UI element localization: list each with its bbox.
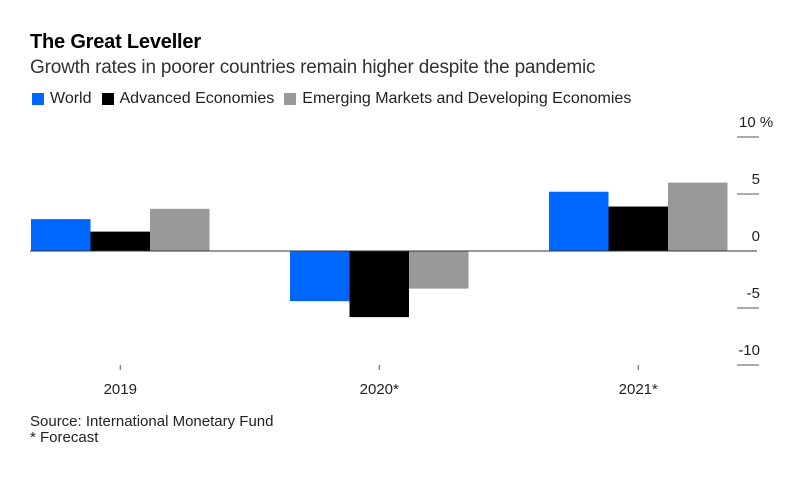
- y-tick-label: 10 %: [739, 114, 773, 131]
- legend-item-advanced: Advanced Economies: [101, 90, 275, 108]
- y-tick-label: 5: [752, 171, 760, 188]
- bar-advanced-economies-2020: [349, 251, 409, 318]
- forecast-note: * Forecast: [30, 429, 99, 446]
- legend-label-world: World: [50, 90, 92, 107]
- bar-advanced-economies-2019: [90, 231, 150, 251]
- bar-world-2021: [549, 191, 609, 251]
- bar-world-2020: [290, 251, 350, 302]
- source-note: Source: International Monetary Fund * Fo…: [30, 414, 273, 446]
- bar-advanced-economies-2021: [608, 206, 668, 251]
- bar-world-2019: [31, 219, 91, 251]
- legend-swatch-emerging: [284, 93, 297, 105]
- y-tick-label: -5: [747, 285, 760, 302]
- legend-item-world: World: [32, 90, 92, 108]
- source-text: Source: International Monetary Fund: [30, 413, 274, 430]
- bar-emerging-markets-and-developing-economies-2020: [409, 251, 469, 289]
- legend-swatch-advanced: [101, 93, 114, 105]
- legend-label-emerging: Emerging Markets and Developing Economie…: [302, 90, 632, 107]
- y-tick-label: -10: [738, 342, 760, 359]
- legend-swatch-world: [32, 93, 44, 105]
- bar-emerging-markets-and-developing-economies-2019: [150, 208, 210, 251]
- x-tick-label: 2020*: [360, 381, 399, 398]
- chart-subtitle: Growth rates in poorer countries remain …: [30, 57, 596, 78]
- legend-label-advanced: Advanced Economies: [119, 90, 275, 107]
- x-tick-label: 2019: [104, 381, 137, 398]
- legend-item-emerging: Emerging Markets and Developing Economie…: [284, 90, 631, 108]
- x-tick-label: 2021*: [619, 381, 658, 398]
- chart-title: The Great Leveller: [30, 31, 201, 53]
- bar-emerging-markets-and-developing-economies-2021: [668, 182, 728, 251]
- legend: World Advanced Economies Emerging Market…: [32, 90, 641, 108]
- y-tick-label: 0: [752, 228, 760, 245]
